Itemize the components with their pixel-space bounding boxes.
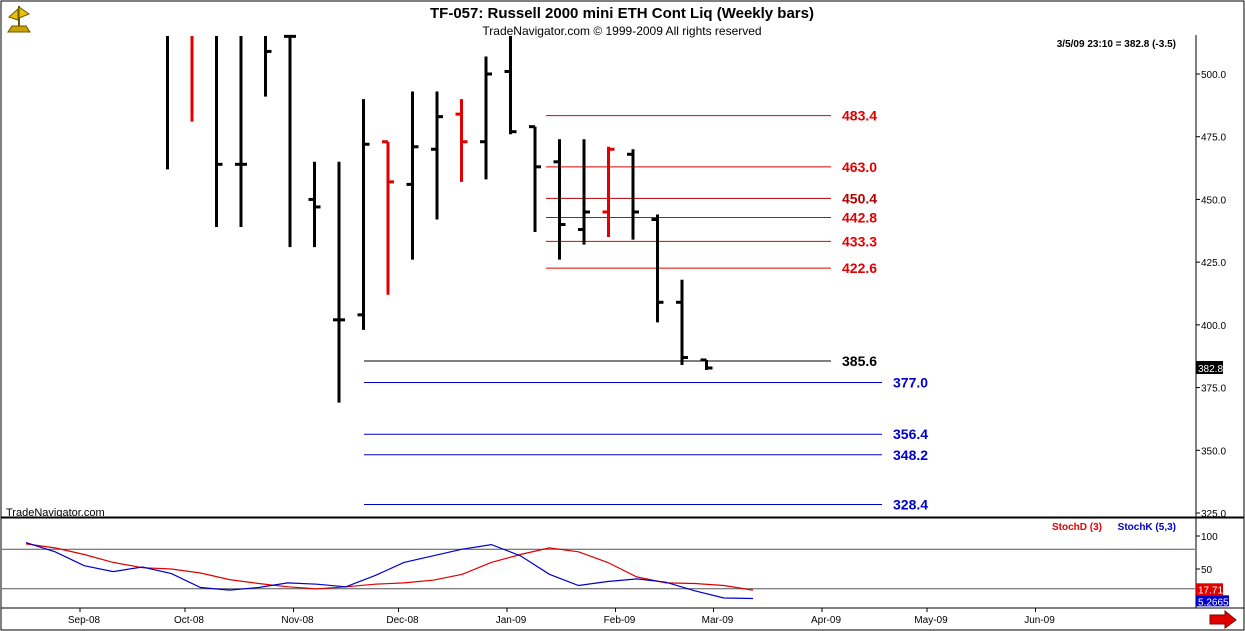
stochd-last-box — [1196, 583, 1223, 596]
last-price-label: 382.8 — [1196, 361, 1223, 375]
date-tick-label: Jun-09 — [1024, 615, 1055, 626]
scroll-right-arrow-icon[interactable] — [1209, 609, 1237, 629]
last-price-box — [1196, 361, 1223, 375]
date-tick-label: Sep-08 — [68, 615, 101, 626]
date-tick-label: Nov-08 — [281, 615, 314, 626]
level-label: 422.6 — [842, 260, 877, 276]
quote-readout: 3/5/09 23:10 = 382.8 (-3.5) — [1057, 39, 1176, 50]
date-tick-label: Oct-08 — [174, 615, 204, 626]
stochk-last-text: 5.2665 — [1198, 597, 1229, 608]
copyright-text: TradeNavigator.com © 1999-2009 All right… — [482, 24, 761, 38]
indicator-tick-label: 50 — [1201, 565, 1213, 576]
price-y-axis: 500.0 475.0 450.0 425.0 400.0 375.0 350.0 325.0 — [1196, 70, 1226, 520]
price-bars — [166, 34, 713, 403]
level-label: 377.0 — [893, 375, 928, 391]
price-tick-label: 475.0 — [1201, 133, 1226, 144]
date-tick-label: Apr-09 — [811, 615, 841, 626]
indicator-tick-label: 100 — [1201, 532, 1218, 543]
price-tick-label: 325.0 — [1201, 509, 1226, 520]
level-label: 348.2 — [893, 447, 928, 463]
date-tick-label: Jan-09 — [496, 615, 527, 626]
price-tick-label: 375.0 — [1201, 384, 1226, 395]
level-label: 328.4 — [893, 496, 928, 512]
stochk-last-box — [1196, 595, 1229, 607]
price-tick-label: 450.0 — [1201, 195, 1226, 206]
level-lines: 483.4 463.0 450.4 442.8 433.3 422.6 385.6 377.0… — [364, 108, 928, 512]
stochd-legend: StochD (3) — [1052, 522, 1102, 533]
date-axis-frame — [0, 607, 1245, 631]
stochk-line — [25, 542, 754, 600]
price-tick-label: 400.0 — [1201, 321, 1226, 332]
level-label: 442.8 — [842, 209, 877, 225]
watermark-text: TradeNavigator.com — [6, 507, 105, 519]
price-tick-label: 425.0 — [1201, 258, 1226, 269]
date-tick-label: Feb-09 — [604, 615, 636, 626]
indicator-lines — [25, 542, 754, 600]
price-tick-label: 500.0 — [1201, 70, 1226, 81]
app-logo-icon — [7, 6, 31, 33]
date-tick-label: Dec-08 — [386, 615, 419, 626]
level-label: 450.4 — [842, 190, 877, 206]
date-axis: Sep-08 Oct-08 Nov-08 Dec-08 Jan-09 Feb-09 Mar-… — [68, 608, 1055, 626]
level-label: 483.4 — [842, 108, 877, 124]
stochk-legend: StochK (5,3) — [1118, 522, 1176, 533]
price-tick-label: 350.0 — [1201, 446, 1226, 457]
date-tick-label: Mar-09 — [702, 615, 734, 626]
date-tick-label: May-09 — [914, 615, 948, 626]
indicator-last-labels: 17.715.2665 — [1196, 583, 1229, 608]
level-label: 385.6 — [842, 353, 877, 369]
stochd-last-text: 17.71 — [1198, 585, 1223, 596]
indicator-y-axis: 100 50 — [2, 532, 1218, 590]
level-label: 433.3 — [842, 233, 877, 249]
price-panel-frame — [0, 0, 1245, 518]
level-label: 356.4 — [893, 426, 928, 442]
last-price-text: 382.8 — [1198, 364, 1223, 375]
chart-title: TF-057: Russell 2000 mini ETH Cont Liq (… — [430, 5, 814, 22]
level-label: 463.0 — [842, 159, 877, 175]
